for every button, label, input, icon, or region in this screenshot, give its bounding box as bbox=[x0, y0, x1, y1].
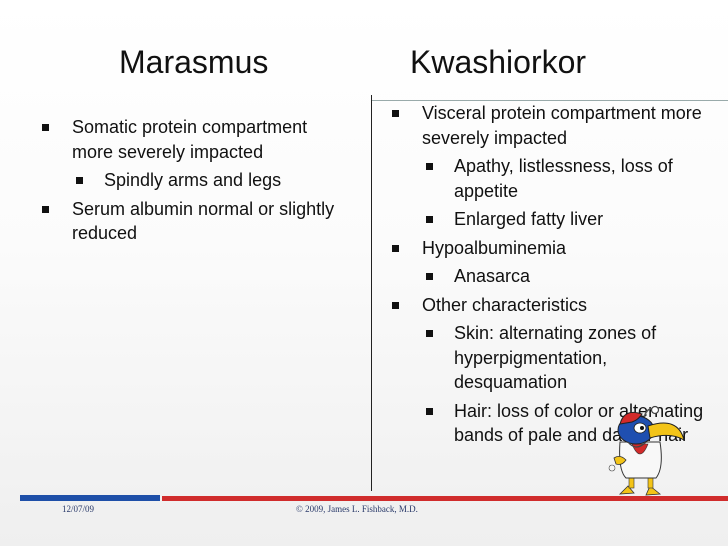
list-item: Anasarca bbox=[390, 264, 710, 289]
marasmus-bullet-list: Somatic protein compartment more severel… bbox=[40, 115, 340, 250]
bullet-text: Skin: alternating zones of hyperpigmenta… bbox=[454, 323, 657, 392]
bullet-text: Apathy, listlessness, loss of appetite bbox=[454, 156, 673, 201]
square-bullet-icon bbox=[426, 330, 433, 337]
list-item: Apathy, listlessness, loss of appetite bbox=[390, 154, 710, 203]
square-bullet-icon bbox=[392, 244, 399, 252]
square-bullet-icon bbox=[426, 273, 433, 280]
column-title-kwashiorkor: Kwashiorkor bbox=[410, 44, 587, 80]
bullet-text: Enlarged fatty liver bbox=[454, 209, 604, 229]
jayhawk-mascot-icon bbox=[608, 405, 685, 496]
bullet-text: Visceral protein compartment more severe… bbox=[422, 103, 702, 148]
bullet-text: Spindly arms and legs bbox=[104, 170, 282, 190]
bullet-text: Somatic protein compartment more severel… bbox=[72, 117, 308, 162]
footer-accent-blue bbox=[20, 495, 160, 501]
square-bullet-icon bbox=[42, 205, 49, 213]
list-item: Serum albumin normal or slightly reduced bbox=[40, 197, 340, 246]
header-divider bbox=[371, 100, 728, 101]
footer-date: 12/07/09 bbox=[62, 504, 95, 514]
list-item: Visceral protein compartment more severe… bbox=[390, 101, 710, 150]
bullet-text: Other characteristics bbox=[422, 294, 588, 315]
column-title-marasmus: Marasmus bbox=[119, 44, 269, 80]
bullet-text: Anasarca bbox=[454, 266, 531, 286]
square-bullet-icon bbox=[426, 216, 433, 223]
footer-copyright: © 2009, James L. Fishback, M.D. bbox=[296, 504, 418, 514]
square-bullet-icon bbox=[76, 177, 83, 184]
square-bullet-icon bbox=[426, 407, 433, 415]
square-bullet-icon bbox=[42, 124, 49, 131]
square-bullet-icon bbox=[426, 163, 433, 170]
bullet-text: Serum albumin normal or slightly reduced bbox=[72, 198, 335, 244]
square-bullet-icon bbox=[392, 301, 399, 309]
list-item: Enlarged fatty liver bbox=[390, 207, 710, 232]
list-item: Spindly arms and legs bbox=[40, 168, 340, 193]
column-divider bbox=[371, 95, 372, 491]
list-item: Somatic protein compartment more severel… bbox=[40, 115, 340, 164]
list-item: Other characteristics bbox=[390, 293, 710, 318]
bullet-text: Hypoalbuminemia bbox=[422, 237, 567, 258]
list-item: Skin: alternating zones of hyperpigmenta… bbox=[390, 321, 710, 395]
square-bullet-icon bbox=[392, 110, 399, 117]
list-item: Hypoalbuminemia bbox=[390, 236, 710, 261]
footer-accent-red bbox=[162, 496, 728, 501]
